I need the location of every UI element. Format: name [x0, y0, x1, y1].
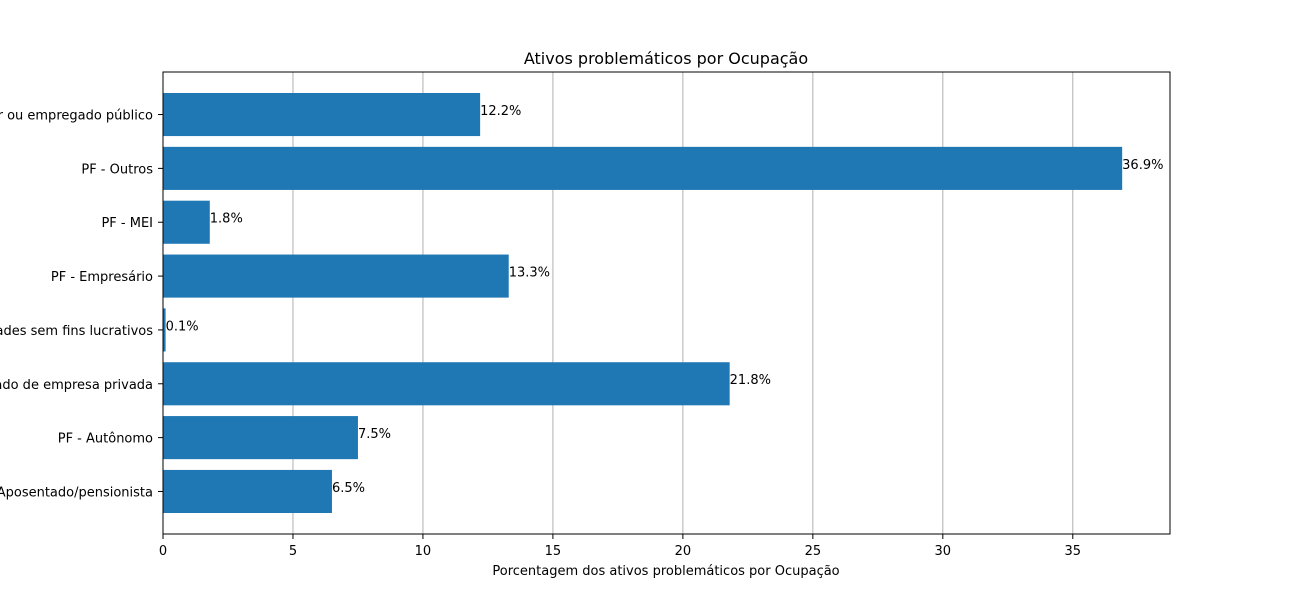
y-tick-labels: PF - Servidor ou empregado público PF - O… [0, 109, 163, 500]
x-tick-label: 0 [159, 544, 167, 559]
x-tick-label: 25 [805, 544, 822, 559]
bar-value-label: 36.9% [1122, 158, 1163, 173]
bar-value-label: 12.2% [480, 104, 521, 119]
x-tick-label: 20 [675, 544, 692, 559]
x-tick-label: 5 [289, 544, 297, 559]
bar [163, 146, 1123, 190]
bar-value-label: 7.5% [358, 427, 391, 442]
x-tick-label: 35 [1065, 544, 1082, 559]
bar [163, 469, 332, 513]
y-tick-label: PF - Servidor ou empregado público [0, 109, 153, 124]
y-tick-label: PF - MEI [101, 216, 153, 231]
bar-value-label: 21.8% [730, 373, 771, 388]
chart-title: Ativos problemáticos por Ocupação [524, 49, 808, 68]
x-tick-label: 15 [545, 544, 562, 559]
y-tick-label: PF - Aposentado/pensionista [0, 485, 153, 500]
y-tick-label: PF - Outros [81, 162, 153, 177]
plot-frame [162, 71, 1171, 535]
bar-value-label: 13.3% [509, 266, 550, 281]
x-axis-label: Porcentagem dos ativos problemáticos por… [492, 564, 839, 579]
bar [163, 254, 509, 298]
bar [163, 200, 210, 244]
bar-value-label: 1.8% [210, 212, 243, 227]
x-tick-labels: 0 5 10 15 20 25 30 35 [159, 534, 1081, 559]
x-tick-label: 30 [935, 544, 952, 559]
bar [163, 93, 481, 137]
bars [163, 93, 1123, 513]
bar-value-label: 6.5% [332, 481, 365, 496]
bar-value-label: 0.1% [166, 319, 199, 334]
y-tick-label: PF - Entidades sem fins lucrativos [0, 324, 153, 339]
y-tick-label: PF - Empregado de empresa privada [0, 378, 153, 393]
y-tick-label: PF - Autônomo [58, 432, 153, 447]
y-tick-label: PF - Empresário [51, 270, 153, 285]
data-labels: 12.2% 36.9% 1.8% 13.3% 0.1% 21.8% 7.5% 6.5% [166, 104, 1164, 496]
bar [163, 308, 166, 352]
bar [163, 416, 358, 460]
bar [163, 362, 730, 406]
x-tick-label: 10 [415, 544, 432, 559]
